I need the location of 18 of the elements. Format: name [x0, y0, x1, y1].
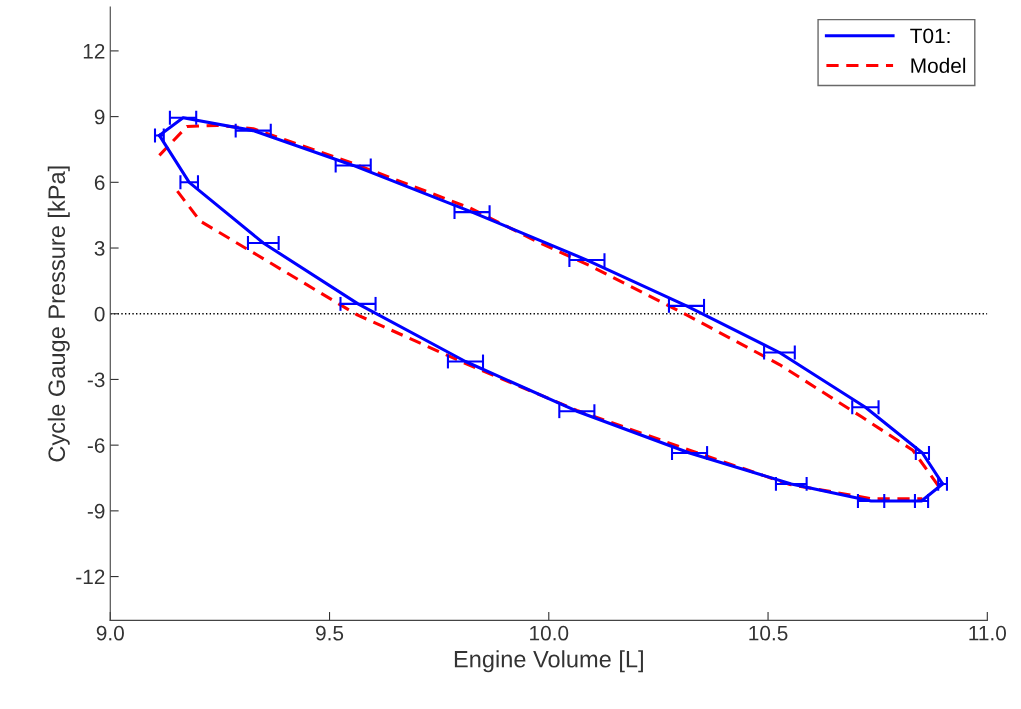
x-tick-label: 9.0: [96, 625, 124, 641]
x-tick-label: 9.5: [316, 625, 344, 641]
y-axis-title: Cycle Gauge Pressure [kPa]: [47, 166, 70, 462]
legend-label: T01:: [910, 28, 950, 44]
y-tick-label: 0: [94, 306, 105, 322]
x-tick-label: 11.0: [969, 625, 1006, 641]
y-tick-label: 12: [83, 43, 105, 59]
legend-label: Model: [911, 57, 966, 74]
y-tick-label: 9: [94, 109, 105, 125]
x-tick-label: 10.0: [530, 625, 569, 641]
x-tick-label: 10.5: [749, 625, 788, 641]
y-tick-label: 3: [94, 241, 105, 256]
x-axis-title: Engine Volume [L]: [454, 650, 643, 673]
y-tick-label: -12: [76, 569, 105, 585]
y-tick-label: -6: [87, 438, 105, 453]
y-tick-label: 6: [94, 175, 105, 191]
y-tick-label: -9: [87, 503, 105, 519]
y-tick-label: -3: [87, 372, 105, 388]
